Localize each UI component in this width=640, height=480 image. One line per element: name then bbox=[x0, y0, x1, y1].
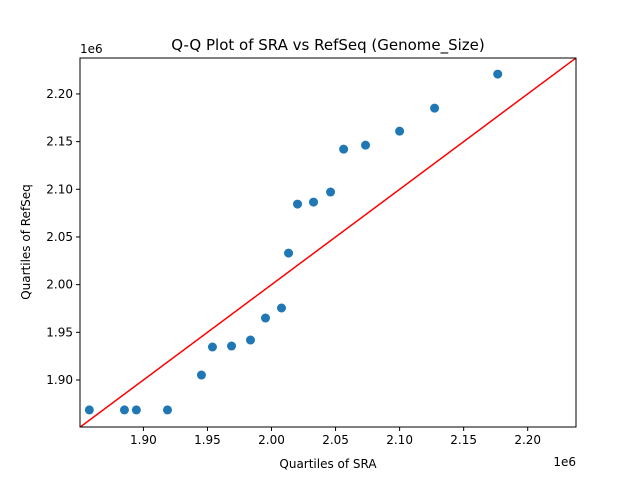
data-point bbox=[246, 335, 255, 345]
y-tick-label: 2.00 bbox=[46, 278, 73, 292]
y-tick-label: 2.15 bbox=[46, 135, 73, 149]
chart-title: Q-Q Plot of SRA vs RefSeq (Genome_Size) bbox=[171, 36, 485, 55]
y-offset-label: 1e6 bbox=[80, 42, 103, 56]
y-tick-label: 1.90 bbox=[46, 373, 73, 387]
data-point bbox=[430, 103, 440, 113]
data-point bbox=[227, 341, 237, 351]
data-point bbox=[162, 405, 172, 415]
x-tick-label: 2.15 bbox=[450, 433, 477, 447]
x-tick-label: 1.90 bbox=[130, 433, 157, 447]
data-point bbox=[260, 313, 270, 323]
data-point bbox=[207, 342, 217, 352]
data-point bbox=[196, 370, 206, 380]
data-point bbox=[293, 199, 303, 209]
data-point bbox=[277, 303, 286, 313]
data-point bbox=[284, 248, 294, 258]
x-offset-label: 1e6 bbox=[553, 455, 576, 469]
data-point bbox=[119, 405, 129, 415]
data-point bbox=[84, 405, 94, 415]
data-point bbox=[395, 126, 405, 136]
plot-frame bbox=[79, 57, 577, 428]
reference-line bbox=[80, 58, 576, 427]
y-tick-label: 2.05 bbox=[46, 230, 73, 244]
y-tick-label: 1.95 bbox=[46, 325, 73, 339]
data-point bbox=[361, 140, 371, 150]
x-tick-label: 2.05 bbox=[322, 433, 349, 447]
x-tick-label: 1.95 bbox=[194, 433, 221, 447]
x-tick-label: 2.00 bbox=[258, 433, 285, 447]
data-point bbox=[131, 405, 141, 415]
x-axis-label: Quartiles of SRA bbox=[279, 457, 377, 471]
y-tick-label: 2.20 bbox=[46, 87, 73, 101]
data-point bbox=[493, 69, 503, 79]
data-point bbox=[339, 144, 349, 154]
x-tick-label: 2.20 bbox=[514, 433, 541, 447]
data-point bbox=[326, 187, 336, 197]
y-axis-label: Quartiles of RefSeq bbox=[19, 184, 33, 300]
x-tick-label: 2.10 bbox=[386, 433, 413, 447]
y-tick-label: 2.10 bbox=[46, 182, 73, 196]
data-point bbox=[309, 197, 319, 207]
